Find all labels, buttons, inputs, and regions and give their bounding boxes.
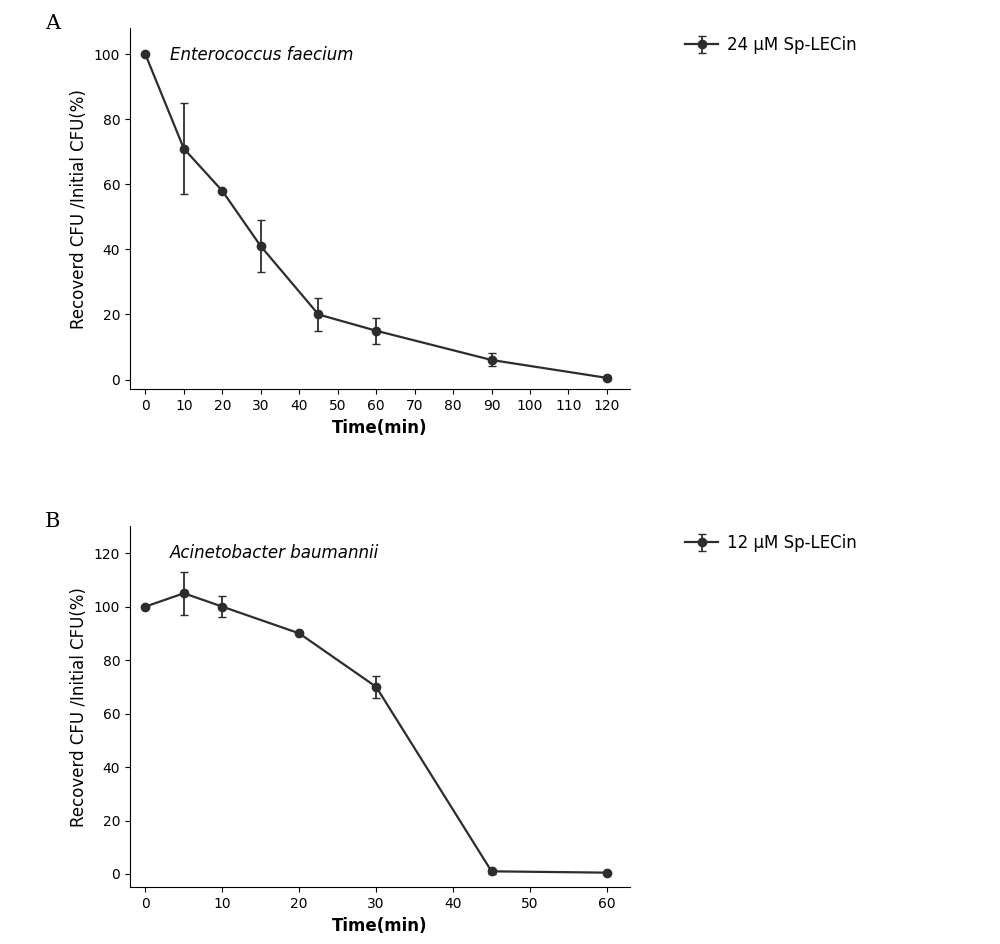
- X-axis label: Time(min): Time(min): [332, 917, 428, 935]
- Text: A: A: [45, 14, 60, 33]
- X-axis label: Time(min): Time(min): [332, 418, 428, 436]
- Y-axis label: Recoverd CFU /Initial CFU(%): Recoverd CFU /Initial CFU(%): [70, 587, 88, 827]
- Legend: 12 μM Sp-LECin: 12 μM Sp-LECin: [678, 528, 863, 559]
- Y-axis label: Recoverd CFU /Initial CFU(%): Recoverd CFU /Initial CFU(%): [70, 89, 88, 329]
- Legend: 24 μM Sp-LECin: 24 μM Sp-LECin: [678, 29, 863, 60]
- Text: Acinetobacter baumannii: Acinetobacter baumannii: [170, 545, 379, 563]
- Text: B: B: [45, 512, 60, 531]
- Text: Enterococcus faecium: Enterococcus faecium: [170, 46, 354, 64]
